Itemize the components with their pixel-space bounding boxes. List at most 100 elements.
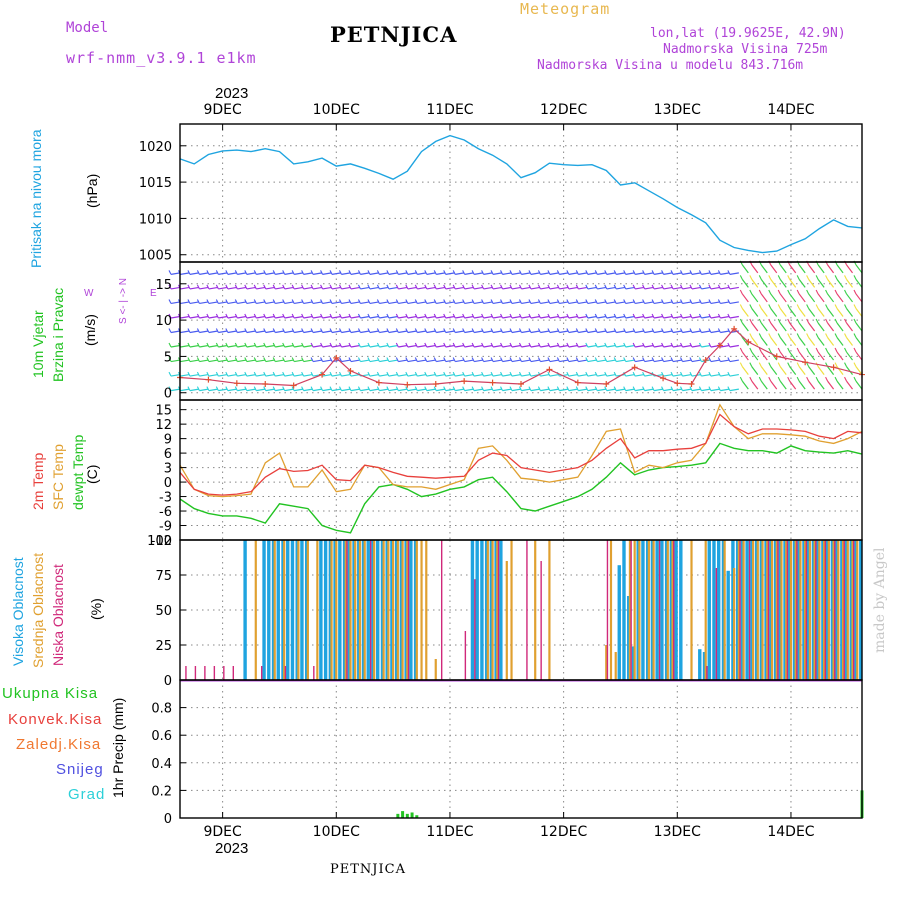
wind-barb [360, 344, 370, 348]
wind-barb [294, 373, 304, 377]
wind-barb [208, 272, 218, 275]
wind-barb [455, 330, 465, 334]
wind-barb [445, 373, 455, 377]
cloud-bar-high [835, 540, 839, 680]
wind-barb-flag [717, 386, 721, 391]
wind-barb [691, 272, 702, 275]
wind-barb [237, 359, 247, 363]
wind-barb [855, 380, 863, 390]
wind-barb [312, 301, 323, 305]
cloud-bar-high [399, 540, 404, 680]
wind-barb [653, 301, 664, 305]
wind-barb [672, 388, 683, 392]
wind-barb [789, 380, 797, 390]
wind-barb-flag [815, 275, 819, 280]
wind-barb [208, 301, 218, 305]
wind-barb-flag [768, 289, 772, 295]
wind-barb [846, 279, 854, 288]
wind-barb [322, 330, 332, 334]
wind-barb-flag [698, 270, 702, 275]
wind-barb-flag [405, 313, 409, 319]
wind-barb-flag [291, 284, 295, 290]
wind-barb-flag [329, 313, 333, 319]
wind-barb-flag [272, 371, 276, 377]
wind-barb-flag [509, 313, 513, 319]
wind-barb [540, 373, 550, 377]
wind-barb-flag [471, 313, 475, 319]
wind-barb-flag [528, 284, 532, 290]
wind-barb-flag [320, 357, 324, 362]
wind-barb [455, 315, 465, 319]
wind-barb-flag [395, 357, 399, 362]
wind-barb-flag [528, 270, 532, 275]
wind-barb-flag [187, 299, 191, 304]
wind-barb-flag [739, 347, 743, 353]
wind-barb [779, 264, 787, 274]
cloud-bar-mid [491, 540, 494, 680]
wind-barb-flag [490, 270, 494, 275]
cloud-bar-mid [609, 540, 613, 680]
wind-barb [398, 286, 408, 290]
pressure-ytick-label: 1005 [139, 249, 172, 264]
wind-barb [360, 359, 370, 363]
wind-barb-flag [708, 270, 712, 275]
wind-barb [587, 388, 597, 392]
wind-barb-flag [481, 270, 485, 275]
wind-barb [256, 344, 266, 348]
wind-barb [521, 286, 531, 290]
wind-barb [246, 344, 256, 348]
wind-barb-flag [661, 357, 665, 362]
wind-barb-flag [518, 386, 522, 391]
wind-barb-flag [698, 328, 702, 333]
wind-barb-flag [689, 342, 693, 348]
wind-barb [265, 344, 275, 348]
wind-barb-flag [834, 318, 838, 324]
cloud-bar-high [300, 540, 304, 680]
cloud-bar-low [673, 540, 675, 680]
cloud-bar-low [748, 540, 751, 680]
wind-barb-flag [320, 313, 324, 319]
wind-barb-flag [187, 270, 191, 275]
wind-barb-flag [433, 284, 437, 290]
wind-barb [464, 330, 474, 334]
wind-barb-flag [680, 313, 683, 319]
wind-barb-flag [357, 357, 361, 362]
wind-barb [672, 315, 683, 319]
wind-barb-flag [424, 328, 428, 333]
wind-barb-flag [405, 284, 409, 290]
wind-barb [779, 308, 787, 317]
wind-barb-flag [244, 270, 248, 275]
wind-barb-flag [717, 328, 721, 333]
wind-barb [587, 373, 597, 377]
wind-barb-flag [834, 304, 838, 309]
wind-speed-marker [205, 376, 212, 383]
wind-barb-flag [528, 313, 532, 319]
wind-barb [760, 264, 768, 274]
wind-barb [455, 344, 465, 348]
wind-barb [445, 286, 455, 290]
wind-barb [502, 373, 512, 377]
wind-barb-flag [594, 386, 598, 391]
wind-barb [663, 330, 673, 334]
wind-barb [751, 279, 759, 288]
wind-barb [474, 301, 484, 305]
wind-barb [199, 344, 209, 348]
wind-barb [436, 388, 446, 392]
wind-barb-flag [291, 270, 295, 275]
wind-barb [808, 366, 816, 375]
wind-barb [322, 301, 332, 305]
wind-barb-flag [490, 386, 494, 391]
wind-barb-flag [253, 342, 257, 348]
data-layer [168, 134, 865, 818]
wind-barb-flag [777, 362, 781, 367]
wind-barb [265, 388, 275, 392]
wind-barb-flag [225, 270, 229, 275]
wind-barb [798, 322, 806, 332]
wind-barb-flag [518, 270, 522, 275]
wind-barb [227, 373, 237, 377]
wind-barb-flag [500, 313, 504, 319]
cloud-bar-high [328, 540, 333, 680]
wind-barb [331, 301, 342, 305]
wind-barb [760, 308, 768, 317]
wind-barb [189, 388, 200, 392]
